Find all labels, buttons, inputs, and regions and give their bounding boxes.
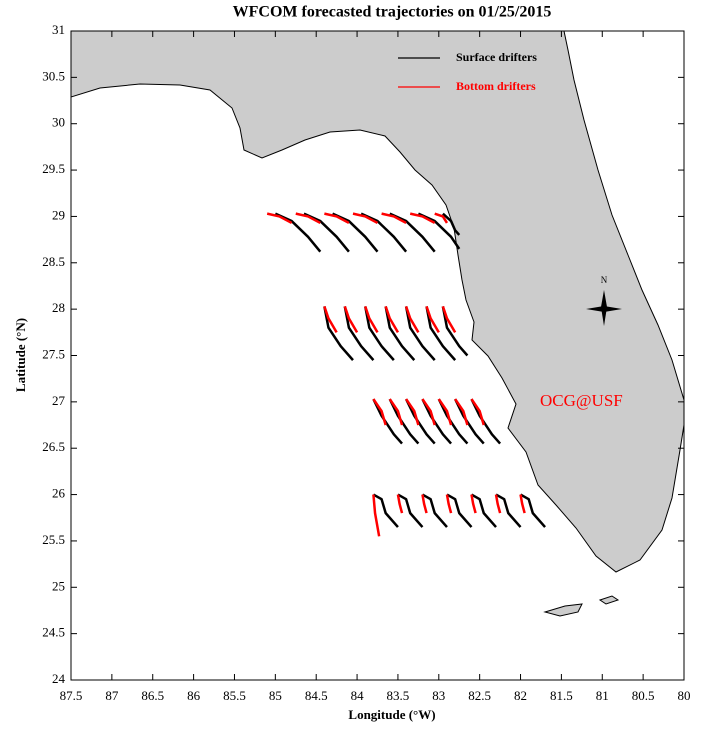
y-tick-label: 30.5: [42, 68, 65, 83]
trajectory: [324, 212, 350, 225]
compass-needle: [586, 306, 622, 312]
trajectory: [404, 305, 420, 333]
y-axis-label: Latitude (°N): [13, 318, 28, 392]
trajectory: [470, 494, 477, 514]
trajectory: [425, 306, 457, 361]
trajectory: [384, 305, 400, 333]
trajectory: [343, 305, 359, 333]
trajectory: [381, 212, 407, 225]
y-tick-label: 24.5: [42, 625, 65, 640]
x-tick-label: 83: [432, 688, 445, 703]
y-tick-label: 31: [52, 22, 65, 37]
y-tick-label: 27.5: [42, 346, 65, 361]
trajectory: [421, 494, 428, 514]
legend: Surface drifters Bottom drifters: [398, 50, 537, 93]
chart-title: WFCOM forecasted trajectories on 01/25/2…: [233, 4, 552, 21]
trajectory: [425, 305, 440, 333]
trajectory: [454, 398, 469, 426]
x-tick-label: 81: [596, 688, 609, 703]
trajectory: [372, 398, 387, 426]
trajectory: [446, 493, 473, 528]
trajectory: [454, 398, 485, 445]
trajectory: [437, 398, 469, 445]
trajectory: [494, 494, 502, 514]
compass: N: [586, 275, 622, 326]
x-tick-label: 87.5: [60, 688, 83, 703]
y-tick-label: 25.5: [42, 532, 65, 547]
trajectory: [397, 493, 424, 528]
x-tick-label: 80.5: [632, 688, 655, 703]
trajectory: [434, 212, 449, 224]
trajectory: [405, 398, 420, 426]
trajectory: [323, 305, 338, 333]
compass-label: N: [601, 275, 608, 285]
y-tick-label: 26: [52, 486, 66, 501]
y-tick-label: 25: [52, 578, 65, 593]
y-tick-label: 30: [52, 115, 65, 130]
trajectory: [404, 306, 436, 361]
y-tick-label: 27: [52, 393, 66, 408]
trajectory: [437, 398, 453, 426]
coastline: [71, 31, 684, 617]
x-tick-label: 86.5: [141, 688, 164, 703]
trajectory: [323, 306, 354, 361]
legend-label: Bottom drifters: [456, 79, 536, 93]
trajectory: [445, 494, 453, 514]
annotation: OCG@USF: [540, 391, 623, 410]
x-tick-label: 82: [514, 688, 527, 703]
trajectory: [372, 493, 399, 528]
trajectory: [470, 398, 485, 426]
x-tick-label: 84: [351, 688, 365, 703]
x-tick-label: 81.5: [550, 688, 573, 703]
keys-island: [543, 603, 583, 617]
x-tick-label: 85: [269, 688, 282, 703]
y-tick-label: 28.5: [42, 254, 65, 269]
trajectory: [384, 306, 416, 361]
trajectory: [372, 398, 403, 445]
trajectory: [396, 494, 404, 514]
x-tick-label: 80: [678, 688, 691, 703]
trajectory: [421, 493, 448, 528]
x-axis-label: Longitude (°W): [348, 707, 435, 722]
trajectory: [372, 494, 381, 537]
trajectory: [470, 398, 502, 445]
trajectory: [388, 398, 420, 445]
trajectory: [404, 398, 436, 445]
trajectory: [442, 212, 461, 236]
y-tick-label: 24: [52, 671, 66, 686]
y-tick-label: 28: [52, 300, 65, 315]
x-tick-label: 87: [105, 688, 119, 703]
y-tick-label: 29: [52, 207, 65, 222]
trajectory: [441, 305, 457, 333]
trajectory: [470, 493, 497, 528]
trajectory: [295, 212, 321, 225]
trajectory: [409, 212, 436, 225]
x-tick-label: 86: [187, 688, 201, 703]
trajectory: [352, 212, 379, 225]
trajectory: [364, 305, 379, 333]
florida-land: [71, 31, 684, 573]
trajectories: [266, 212, 546, 537]
trajectory: [343, 306, 375, 361]
trajectory: [388, 398, 404, 426]
y-tick-label: 26.5: [42, 439, 65, 454]
trajectory: [519, 493, 546, 528]
trajectory: [364, 306, 395, 361]
trajectory: [441, 306, 469, 357]
x-tick-label: 83.5: [387, 688, 410, 703]
legend-label: Surface drifters: [456, 50, 537, 64]
y-tick-label: 29.5: [42, 161, 65, 176]
trajectory: [421, 398, 436, 426]
trajectory: [519, 494, 526, 514]
x-tick-label: 82.5: [468, 688, 491, 703]
trajectory: [266, 212, 293, 225]
x-tick-label: 85.5: [223, 688, 246, 703]
keys-island: [598, 595, 620, 605]
trajectory: [421, 398, 452, 445]
trajectory: [495, 493, 522, 528]
x-tick-label: 84.5: [305, 688, 328, 703]
